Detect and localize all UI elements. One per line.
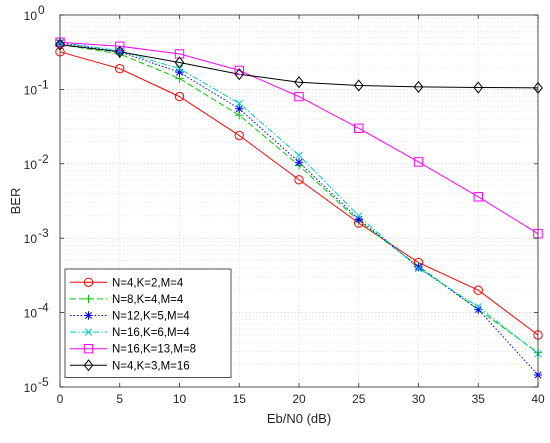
data-point-5 [413, 80, 424, 93]
legend-marker-2 [84, 311, 93, 320]
x-axis: 0 5 10 15 20 25 30 35 40 [57, 15, 545, 406]
y-tick-exponent: -4 [38, 301, 49, 315]
data-point-4 [354, 123, 364, 134]
series-line-5 [59, 44, 539, 89]
data-point-5 [473, 81, 484, 94]
y-tick-exponent: 0 [38, 3, 45, 17]
series-line-0 [59, 51, 539, 336]
data-point-2 [175, 68, 184, 77]
data-point-5 [353, 79, 364, 92]
data-point-5 [114, 45, 125, 58]
x-tick-label: 40 [531, 392, 545, 406]
legend-marker-5 [83, 359, 94, 372]
data-point-0 [473, 285, 483, 295]
data-point-2 [474, 305, 483, 314]
data-point-3 [175, 64, 184, 73]
x-tick-label: 10 [173, 392, 187, 406]
legend-marker-4 [83, 344, 94, 354]
legend-marker-3 [84, 328, 93, 336]
data-point-3 [355, 212, 363, 220]
legend-label-1: N=8,K=4,M=4 [112, 294, 184, 306]
data-point-0 [174, 91, 185, 102]
legend-label-2: N=12,K=5,M=4 [112, 311, 190, 323]
y-tick-label: 10 [24, 381, 38, 395]
y-tick-exponent: -1 [38, 77, 49, 91]
data-point-3 [295, 151, 303, 160]
x-tick-label: 30 [412, 392, 426, 406]
data-point-4 [473, 192, 483, 202]
data-point-2 [414, 262, 423, 272]
y-tick-label: 10 [24, 9, 38, 23]
data-point-4 [234, 65, 244, 76]
data-point-2 [354, 215, 363, 224]
data-point-3 [474, 302, 482, 311]
y-axis-label: BER [8, 188, 23, 215]
series-line-4 [59, 41, 539, 235]
series-line-3 [59, 41, 539, 355]
x-tick-label: 25 [352, 392, 366, 406]
data-point-5 [294, 76, 304, 89]
data-point-4 [174, 49, 185, 59]
legend-label-3: N=16,K=6,M=4 [112, 327, 190, 339]
data-point-4 [115, 41, 125, 51]
legend-box [64, 268, 232, 378]
legend-label-4: N=16,K=13,M=8 [112, 344, 196, 356]
x-tick-label: 35 [472, 392, 486, 406]
data-point-0 [294, 175, 304, 185]
x-axis-label: Eb/N0 (dB) [267, 411, 331, 426]
data-point-5 [174, 56, 185, 69]
data-point-5 [234, 68, 245, 81]
legend-label-5: N=4,K=3,M=16 [112, 360, 190, 372]
data-point-3 [235, 99, 243, 108]
y-tick-exponent: -2 [38, 152, 49, 166]
legend-label-0: N=4,K=2,M=4 [112, 277, 184, 289]
legend-marker-0 [83, 277, 94, 287]
data-point-4 [413, 157, 424, 167]
data-point-3 [414, 264, 423, 273]
x-tick-label: 5 [116, 392, 123, 406]
x-tick-label: 15 [233, 392, 247, 406]
y-tick-label: 10 [24, 83, 38, 97]
data-point-2 [235, 104, 244, 113]
y-tick-label: 10 [24, 158, 38, 172]
y-tick-label: 10 [24, 232, 38, 246]
x-tick-label: 0 [57, 392, 64, 406]
x-tick-label: 20 [292, 392, 306, 406]
y-tick-exponent: -3 [38, 226, 49, 240]
data-point-0 [115, 63, 125, 74]
data-point-2 [294, 158, 304, 167]
y-tick-exponent: -5 [38, 375, 49, 389]
y-tick-label: 10 [24, 307, 38, 321]
data-point-0 [234, 130, 244, 141]
data-point-2 [115, 47, 124, 57]
legend: N=4,K=2,M=4 N=8,K=4,M=4 N=12,K=5,M=4 N=16,K… [64, 268, 232, 378]
data-point-4 [294, 91, 304, 102]
legend-marker-1 [84, 294, 93, 304]
